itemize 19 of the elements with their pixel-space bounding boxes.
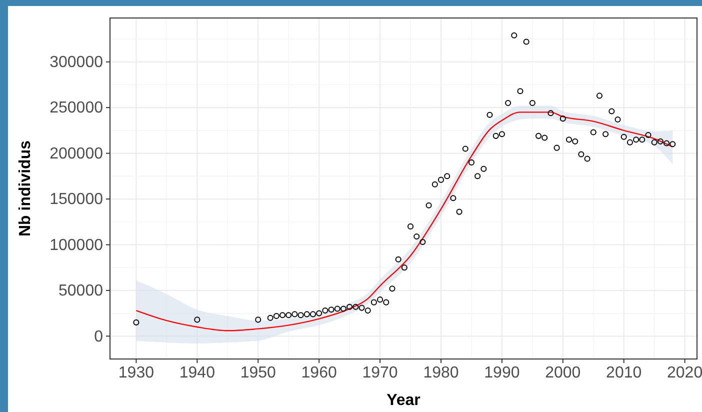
x-tick-label: 2010 [606,364,642,382]
x-tick-label: 1980 [423,364,459,382]
x-tick-label: 1930 [118,364,154,382]
x-tick-label: 1960 [301,364,337,382]
y-tick-label: 300000 [50,54,104,71]
x-tick-label: 1940 [179,364,216,382]
y-tick-label: 0 [94,328,104,346]
y-tick-label: 150000 [50,191,104,208]
x-tick-label: 1990 [484,364,520,382]
x-tick-label: 1950 [240,364,276,382]
y-tick-label: 100000 [50,236,104,254]
x-tick-label: 2020 [667,364,702,382]
y-tick-label: 200000 [50,145,104,162]
y-axis-title: Nb individus [17,140,34,236]
y-tick-label: 250000 [50,100,104,117]
y-tick-label: 50000 [58,282,104,300]
x-axis-title: Year [386,392,420,409]
x-tick-label: 2000 [545,364,581,382]
x-tick-label: 1970 [362,364,398,382]
